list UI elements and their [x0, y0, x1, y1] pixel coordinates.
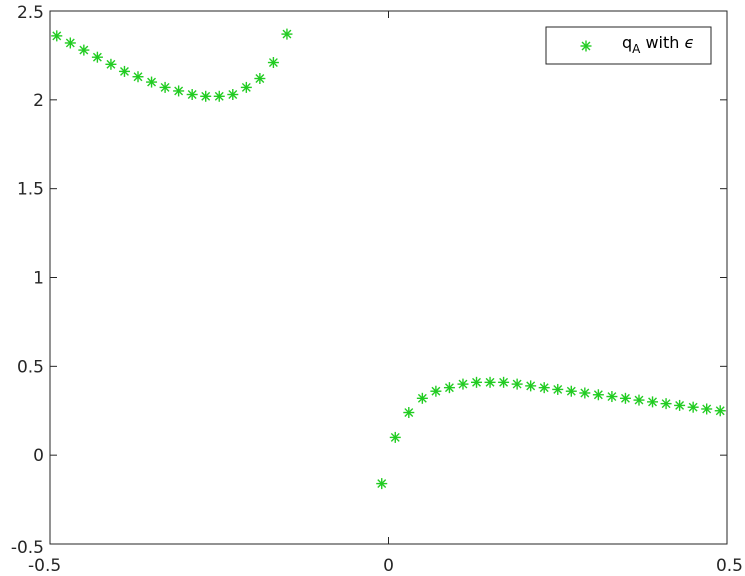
legend-box [545, 26, 712, 65]
data-point [701, 403, 713, 415]
data-point [416, 392, 428, 404]
x-tick-label: -0.5 [28, 556, 61, 576]
data-point [227, 89, 239, 101]
data-point [687, 401, 699, 413]
x-tick-label: 0.5 [716, 556, 743, 576]
data-point [606, 391, 618, 403]
data-point [254, 73, 266, 85]
data-point [538, 382, 550, 394]
y-tick-label: 1 [33, 269, 44, 289]
legend: qA with ϵ [545, 26, 712, 65]
y-tick-label: 2 [33, 91, 44, 111]
data-point [471, 376, 483, 388]
data-point [146, 76, 158, 88]
data-point [403, 407, 415, 419]
legend-label-rest: with [640, 33, 684, 52]
data-point [91, 51, 103, 63]
data-point [159, 81, 171, 93]
data-point [78, 44, 90, 56]
data-point [498, 376, 510, 388]
data-point [619, 392, 631, 404]
data-point [430, 385, 442, 397]
y-tick-label: -0.5 [11, 538, 44, 558]
legend-label-main: q [622, 33, 632, 52]
legend-marker-icon [580, 40, 592, 52]
data-point [647, 396, 659, 408]
data-point [633, 394, 645, 406]
data-point [51, 30, 63, 42]
legend-label: qA with ϵ [622, 33, 694, 56]
y-tick-label: 0 [33, 446, 44, 466]
data-point [511, 378, 523, 390]
data-point [213, 90, 225, 102]
data-markers [51, 28, 726, 490]
data-point [674, 399, 686, 411]
data-point [389, 431, 401, 443]
data-point [64, 37, 76, 49]
data-point [132, 71, 144, 83]
data-point [457, 378, 469, 390]
data-point [565, 385, 577, 397]
data-point [105, 58, 117, 70]
legend-label-subscript: A [632, 42, 641, 56]
x-tick-label: 0 [383, 556, 394, 576]
data-point [376, 478, 388, 490]
data-point [173, 85, 185, 97]
y-tick-label: 2.5 [17, 3, 44, 23]
data-point [443, 382, 455, 394]
data-point [267, 57, 279, 69]
y-tick-label: 0.5 [17, 357, 44, 377]
data-point [525, 380, 537, 392]
axis-ticks: -0.5 0 0.5 -0.5 0 0.5 1 1.5 2 2.5 [11, 3, 743, 576]
data-point [200, 90, 212, 102]
data-point [552, 383, 564, 395]
data-point [186, 89, 198, 101]
data-point [281, 28, 293, 40]
data-point [592, 389, 604, 401]
legend-marker-icon [580, 40, 592, 52]
data-point [118, 65, 130, 77]
data-point [484, 376, 496, 388]
data-point [240, 81, 252, 93]
data-point [579, 387, 591, 399]
y-tick-label: 1.5 [17, 180, 44, 200]
data-point [714, 405, 726, 417]
legend-label-symbol: ϵ [685, 33, 695, 52]
data-point [660, 398, 672, 410]
